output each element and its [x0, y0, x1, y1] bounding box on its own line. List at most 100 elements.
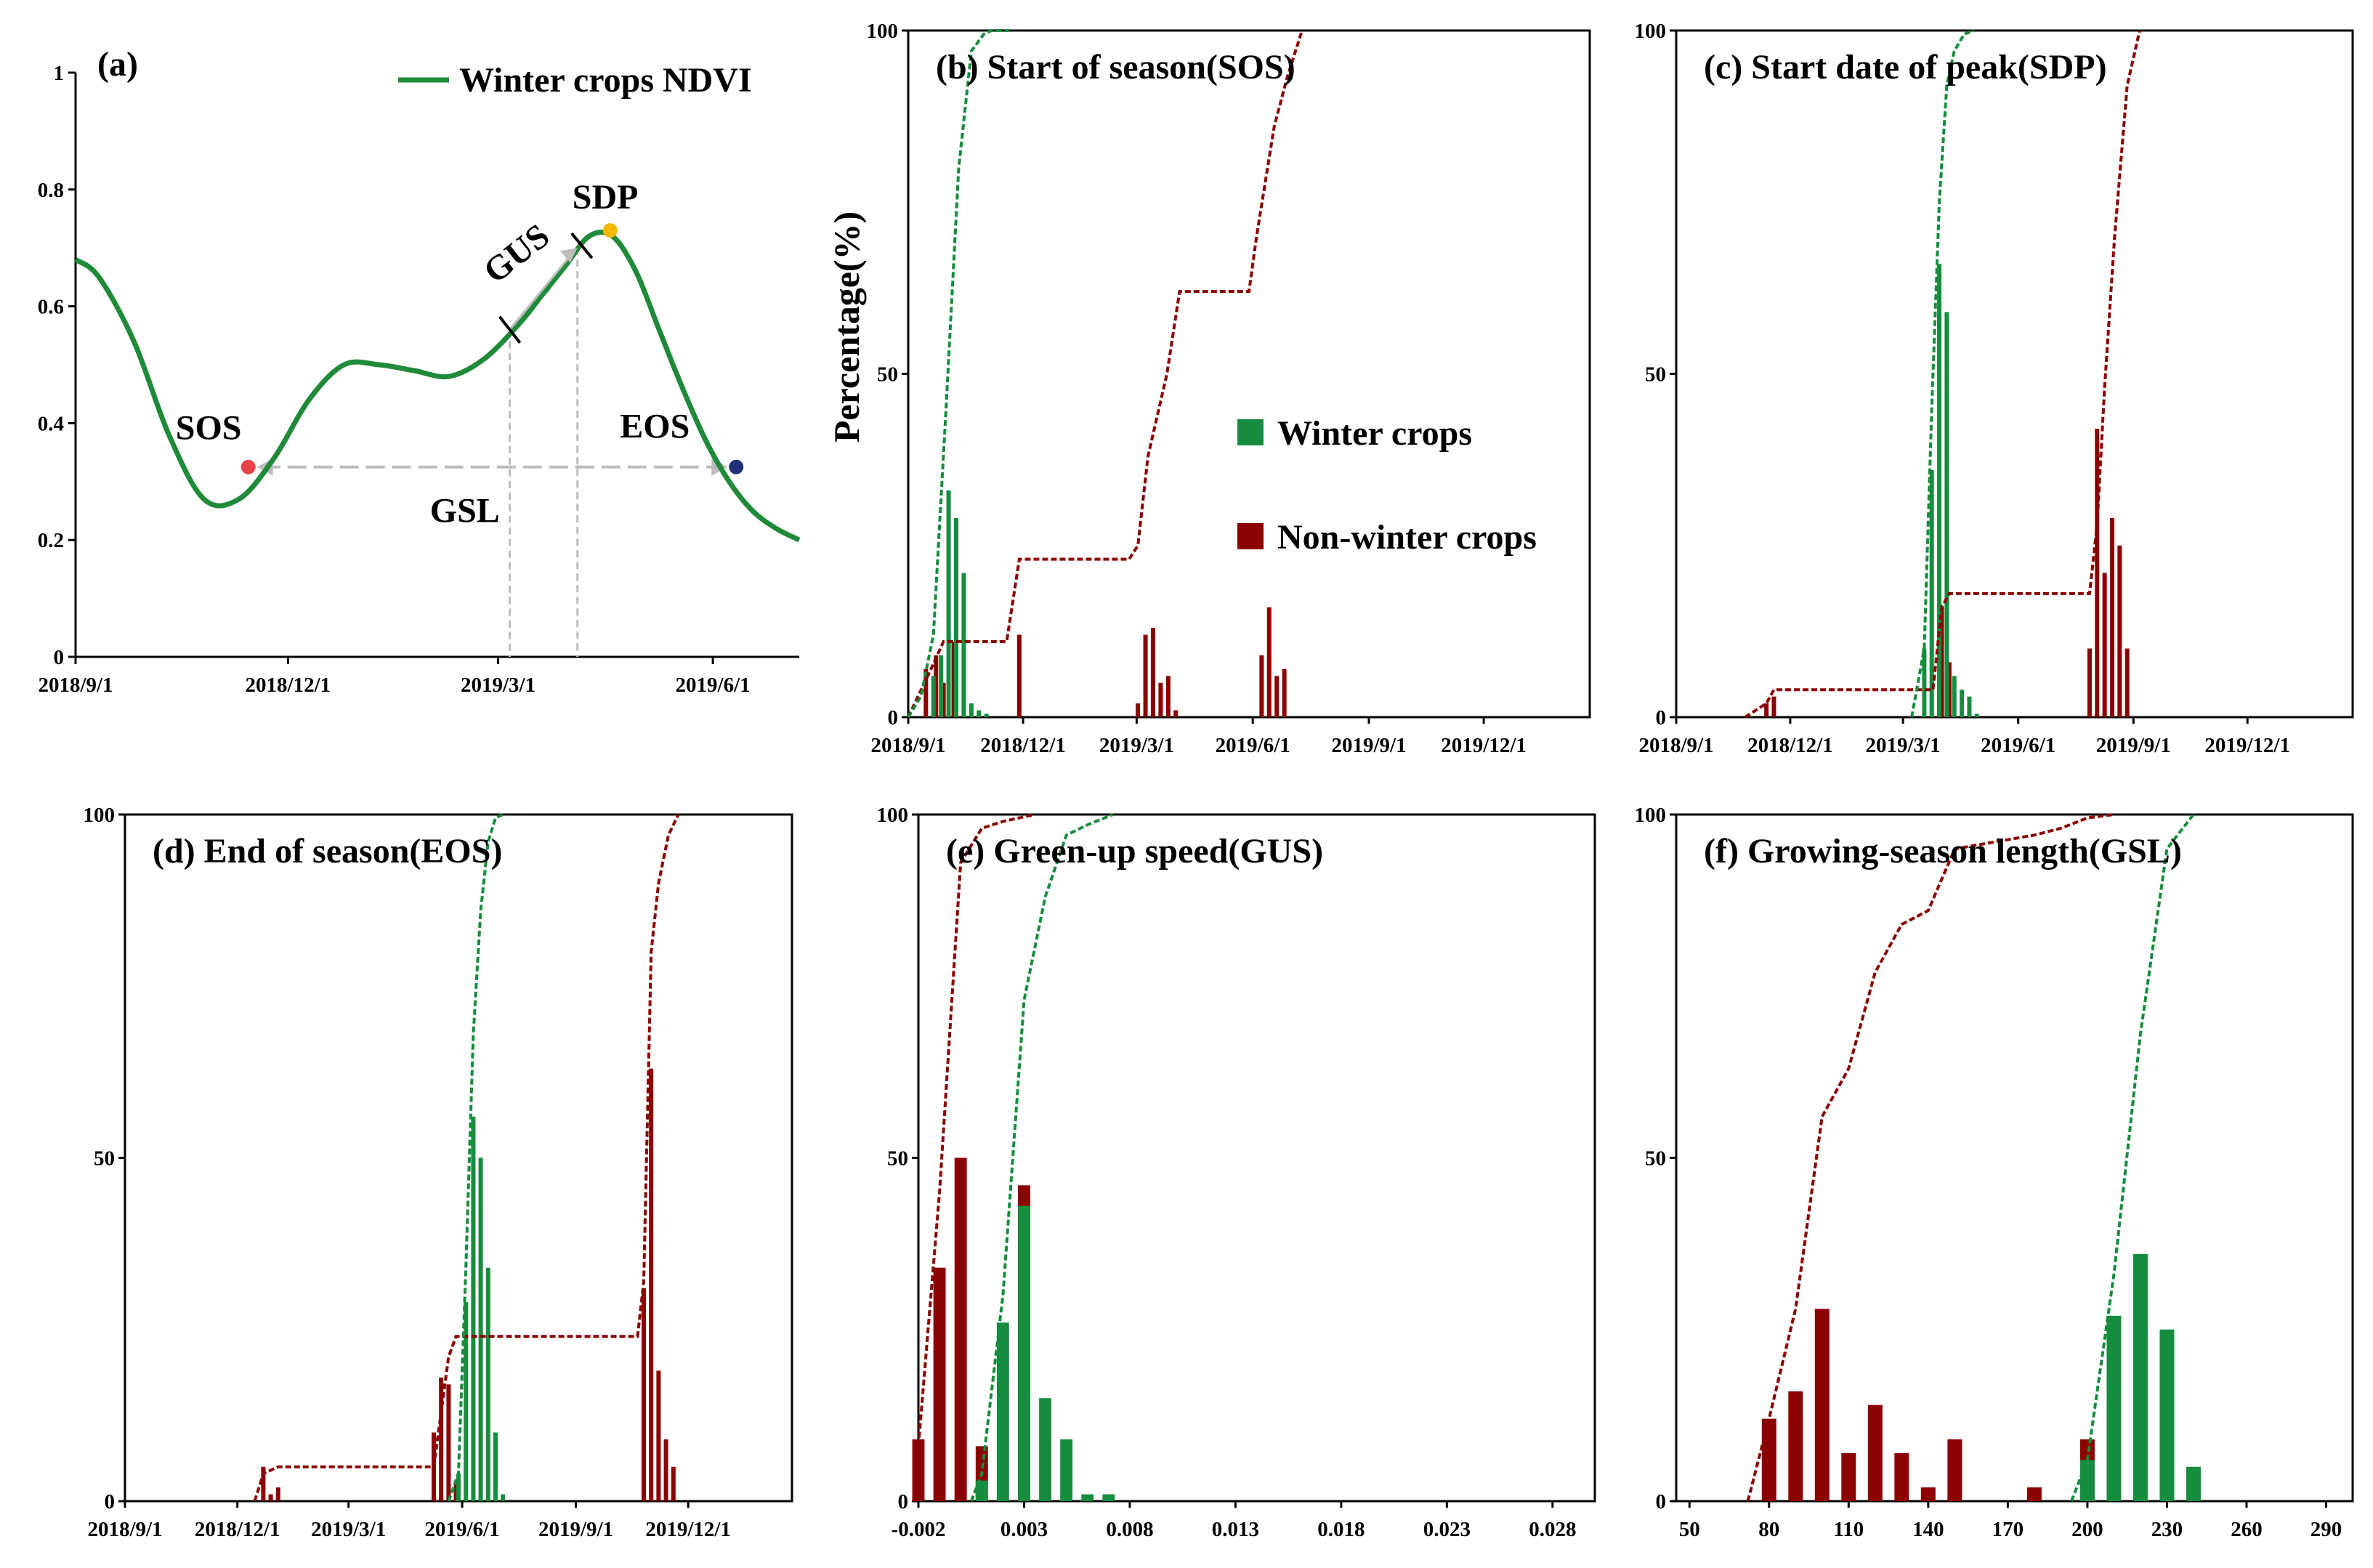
bar-winter — [1967, 696, 1972, 717]
bar-winter — [946, 490, 951, 717]
bar-nonwinter — [1814, 1309, 1830, 1501]
x-tick-label: 260 — [2231, 1518, 2263, 1541]
bar-nonwinter — [1143, 634, 1148, 717]
legend: Winter crops Non-winter crops — [1237, 414, 1537, 557]
y-tick-label: 100 — [1635, 20, 1667, 43]
panel-title: (b) Start of season(SOS) — [936, 48, 1295, 86]
y-tick-label: 50 — [887, 1147, 908, 1171]
bar-nonwinter — [923, 668, 929, 717]
x-tick-label: 140 — [1912, 1518, 1944, 1541]
bar-nonwinter — [2026, 1487, 2042, 1501]
panel-title: (d) End of season(EOS) — [153, 832, 502, 870]
panel-b-sos-histogram: 0 50 100 2018/9/1 2018/12/1 2019/3/1 2019/6/1 2… — [867, 20, 1591, 757]
plot-frame — [1675, 813, 2354, 1503]
bar-nonwinter — [642, 1288, 646, 1501]
x-tick-label: 0.003 — [1000, 1518, 1048, 1541]
bar-nonwinter — [261, 1466, 266, 1501]
y-tick-label: 50 — [1645, 1147, 1666, 1171]
bar-nonwinter — [1150, 628, 1155, 717]
bar-winter — [969, 703, 974, 717]
ndvi-curve — [73, 230, 801, 543]
bar-nonwinter — [1841, 1452, 1856, 1501]
bar-nonwinter — [1946, 662, 1952, 717]
bar-nonwinter — [1894, 1452, 1909, 1501]
bar-winter — [939, 655, 944, 717]
y-tick-label: 0 — [1656, 706, 1667, 730]
x-tick-label: 2019/3/1 — [1099, 734, 1174, 757]
bar-nonwinter — [1165, 676, 1171, 717]
bar-winter — [1081, 1494, 1094, 1501]
bar-nonwinter — [2102, 573, 2107, 717]
bar-nonwinter — [1947, 1439, 1962, 1501]
bar-winter — [2186, 1466, 2201, 1501]
gus-arrow-line — [509, 251, 574, 331]
x-tick-label: 2019/6/1 — [425, 1518, 500, 1541]
bar-winter — [1974, 714, 1979, 717]
bar-nonwinter — [1016, 634, 1022, 717]
y-tick-label: 100 — [1635, 804, 1667, 827]
bar-winter — [975, 1480, 988, 1501]
x-tick-label: 2019/9/1 — [538, 1518, 613, 1541]
bar-winter — [1102, 1494, 1115, 1501]
x-tick-label: 0.013 — [1212, 1518, 1259, 1541]
cumulative-line-nonwinter — [907, 30, 1303, 718]
cumulative-line-winter — [2070, 813, 2195, 1502]
x-tick-label: 170 — [1992, 1518, 2024, 1541]
x-tick-label: 2019/3/1 — [461, 674, 535, 697]
y-tick-label: 0.4 — [38, 412, 64, 435]
bar-nonwinter — [1761, 1418, 1776, 1501]
x-tick-label: 2018/12/1 — [980, 734, 1066, 757]
x-tick-label: 0.028 — [1529, 1518, 1576, 1541]
bar-nonwinter — [1764, 703, 1769, 717]
cumulative-line-winter — [907, 29, 1009, 719]
x-tick-label: 80 — [1758, 1518, 1779, 1541]
bar-nonwinter — [656, 1370, 661, 1501]
bar-nonwinter — [1266, 607, 1272, 717]
bar-nonwinter — [446, 1384, 451, 1501]
bar-nonwinter — [2087, 648, 2092, 717]
legend-swatch-nonwinter — [1237, 523, 1264, 549]
bar-winter — [2133, 1253, 2148, 1501]
bar-winter — [2079, 1460, 2095, 1501]
bar-winter — [471, 1116, 476, 1501]
bar-nonwinter — [2117, 545, 2122, 717]
x-tick-label: 2018/9/1 — [38, 674, 113, 697]
y-tick-label: 0 — [105, 1490, 116, 1514]
bar-winter — [478, 1157, 483, 1501]
bar-nonwinter — [1259, 655, 1264, 717]
x-tick-label: 2019/9/1 — [2096, 734, 2171, 757]
x-tick-label: 2019/6/1 — [676, 674, 751, 697]
gsl-label: GSL — [430, 492, 500, 530]
y-tick-label: 0 — [54, 646, 65, 669]
bar-winter — [1960, 690, 1965, 717]
bar-winter — [1018, 1205, 1030, 1501]
x-tick-label: 2018/12/1 — [1747, 734, 1833, 757]
y-tick-label: 0 — [1656, 1490, 1667, 1514]
x-tick-label: 2019/6/1 — [1216, 734, 1290, 757]
x-tick-label: -0.002 — [892, 1518, 946, 1541]
bar-nonwinter — [1867, 1405, 1883, 1501]
bar-winter — [954, 517, 959, 717]
bar-winter — [1929, 469, 1934, 717]
legend-label-ndvi: Winter crops NDVI — [459, 61, 752, 100]
marker-sos — [240, 459, 256, 474]
bar-nonwinter — [912, 1439, 925, 1501]
x-tick-label: 2018/9/1 — [870, 734, 945, 757]
bar-nonwinter — [934, 655, 939, 717]
bar-nonwinter — [1136, 703, 1141, 717]
y-tick-label: 50 — [877, 363, 898, 387]
bar-nonwinter — [1158, 682, 1163, 717]
x-tick-label: 2018/12/1 — [246, 674, 331, 697]
bar-nonwinter — [1771, 696, 1776, 717]
panel-title: (a) — [97, 45, 138, 84]
bar-winter — [1060, 1439, 1073, 1501]
bar-winter — [1952, 676, 1957, 717]
y-tick-label: 0.2 — [38, 529, 64, 552]
x-tick-label: 110 — [1833, 1518, 1864, 1541]
bar-winter — [1039, 1398, 1051, 1501]
gus-end-tick — [570, 232, 594, 259]
y-tick-label: 100 — [84, 804, 116, 827]
cumulative-line-winter — [1910, 29, 1975, 718]
cumulative-line-nonwinter — [253, 814, 680, 1502]
x-tick-label: 2019/12/1 — [1441, 734, 1527, 757]
